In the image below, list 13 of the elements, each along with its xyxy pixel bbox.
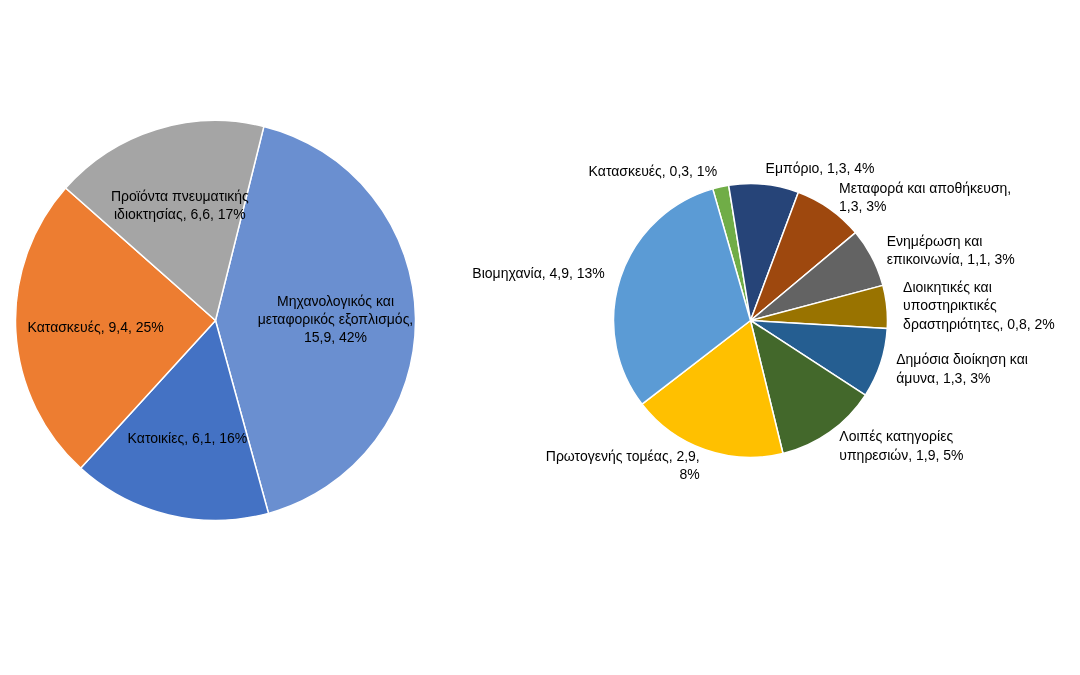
slice-label: Εμπόριο, 1,3, 4%: [765, 159, 875, 176]
slice-label: Λοιπές κατηγορίες υπηρεσιών, 1,9, 5%: [839, 428, 964, 463]
slice-label: Πρωτογενής τομέας, 2,9, 8%: [545, 448, 700, 483]
slice-label: Ενημέρωση και επικοινωνία, 1,1, 3%: [886, 232, 1015, 268]
slice-label: Δημόσια διοίκηση και άμυνα, 1,3, 3%: [896, 351, 1028, 386]
slice-label: Κατοικίες, 6,1, 16%: [127, 430, 248, 447]
slice-label: Βιομηχανία, 4,9, 13%: [472, 264, 605, 281]
slice-label: Μεταφορά και αποθήκευση, 1,3, 3%: [839, 179, 1012, 214]
slice-label: Προϊόντα πνευματικής ιδιοκτησίας, 6,6, 17%: [110, 187, 250, 223]
slice-label: Μηχανολογικός και μεταφορικός εξοπλισμός, 15,9, 42%: [257, 292, 414, 346]
slice-label: Κατασκευές, 9,4, 25%: [27, 318, 164, 335]
slice-label: Διοικητικές και υποστηρικτικές δραστηριότητες, 0,8, 2%: [903, 278, 1055, 332]
slice-label: Κατασκευές, 0,3, 1%: [588, 162, 718, 179]
